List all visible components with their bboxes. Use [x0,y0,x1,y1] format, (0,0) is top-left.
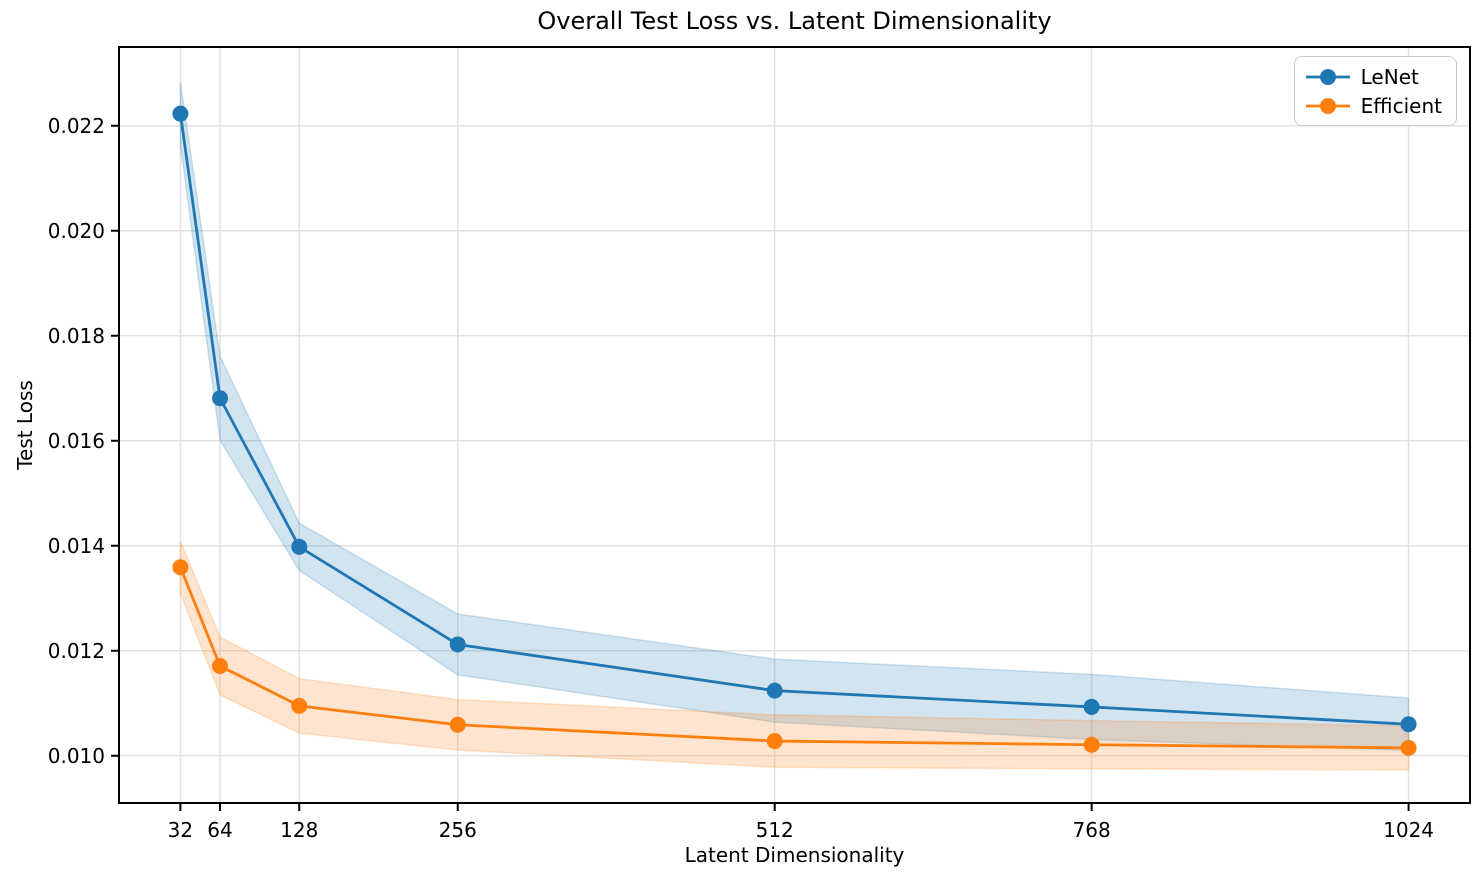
series-marker-lenet [1083,698,1100,715]
y-axis-label: Test Loss [13,380,37,470]
y-tick-label: 0.016 [48,429,105,453]
series-marker-lenet [212,390,229,407]
series-marker-lenet [291,538,308,555]
series-marker-efficient [172,559,189,576]
series-marker-efficient [1083,736,1100,753]
series-band-efficient [179,540,1410,771]
series-marker-efficient [449,716,466,733]
x-axis-label: Latent Dimensionality [684,843,905,867]
x-tick-label: 1024 [1383,818,1434,842]
x-tick-label: 256 [439,818,477,842]
x-tick-label: 128 [280,818,318,842]
legend-line-marker-icon [1305,97,1350,114]
series-marker-efficient [766,733,783,750]
y-tick-label: 0.020 [48,219,105,243]
legend-line-marker-icon [1305,68,1350,85]
y-tick-label: 0.014 [48,534,105,558]
x-tick-label: 512 [756,818,794,842]
series-marker-efficient [1400,739,1417,756]
y-tick-label: 0.010 [48,744,105,768]
legend-item-efficient: Efficient [1305,91,1442,120]
legend-label: LeNet [1360,64,1419,89]
series-marker-lenet [766,682,783,699]
y-tick-label: 0.022 [48,114,105,138]
axes-frame [118,46,1471,804]
series-marker-efficient [212,657,229,674]
series-line-lenet [179,112,1410,726]
series-marker-efficient [291,697,308,714]
y-tick-label: 0.018 [48,324,105,348]
y-tick-label: 0.012 [48,639,105,663]
chart-title: Overall Test Loss vs. Latent Dimensional… [537,7,1052,35]
series-marker-lenet [172,105,189,122]
legend-item-lenet: LeNet [1305,62,1442,91]
legend-label: Efficient [1360,93,1442,118]
x-tick-label: 64 [207,818,232,842]
series-marker-lenet [449,636,466,653]
x-tick-label: 768 [1073,818,1111,842]
series-marker-lenet [1400,716,1417,733]
x-tick-label: 32 [168,818,193,842]
legend: LeNet Efficient [1293,56,1457,126]
